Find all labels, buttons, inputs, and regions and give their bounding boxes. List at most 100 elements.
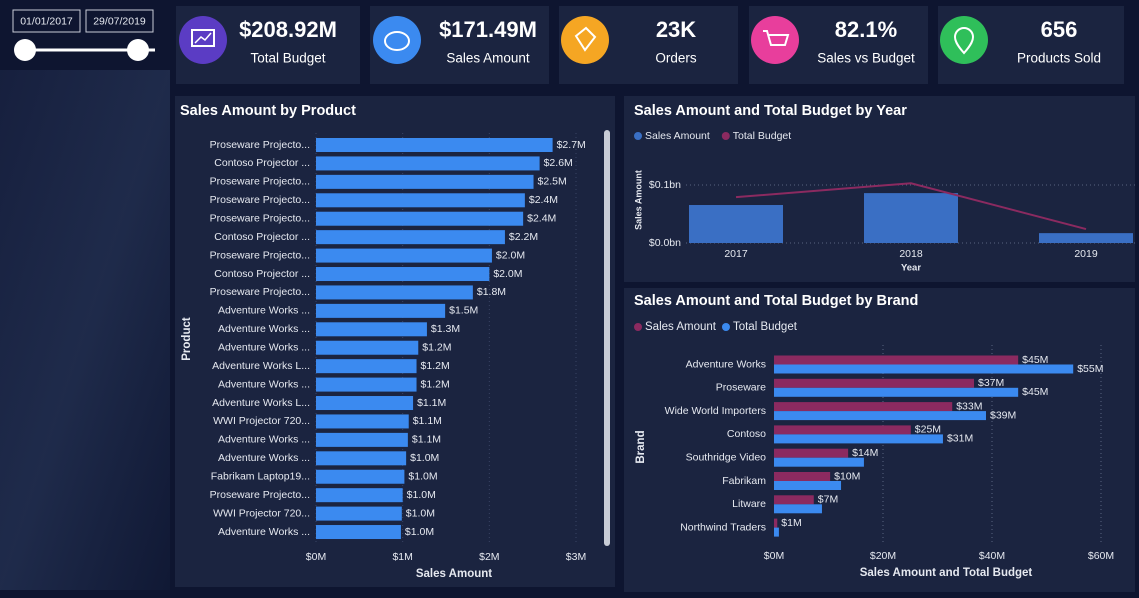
y-tick-label: Wide World Importers (665, 405, 766, 417)
bar (316, 340, 419, 355)
bar (774, 518, 778, 528)
data-label: $14M (852, 447, 878, 459)
bar (316, 285, 473, 300)
data-label: $39M (990, 409, 1016, 421)
data-label: $2.6M (544, 157, 573, 169)
bar (774, 378, 975, 388)
bar (774, 425, 911, 435)
y-tick-label: Adventure Works L... (212, 360, 310, 372)
data-label: $1.0M (410, 452, 439, 464)
bar (316, 322, 427, 337)
y-tick-label: Adventure Works ... (218, 526, 310, 538)
data-label: $1.0M (405, 526, 434, 538)
y-axis-title: Brand (635, 430, 647, 463)
bar (774, 402, 953, 412)
bar (774, 355, 1019, 365)
legend-marker (721, 132, 730, 140)
data-label: $2.5M (538, 176, 567, 188)
y-tick-label: Proseware Projecto... (210, 286, 310, 298)
legend-label: Sales Amount (645, 130, 710, 142)
y-tick-label: Adventure Works ... (218, 342, 310, 354)
x-tick-label: $40M (979, 550, 1005, 562)
y-tick-label: Contoso Projector ... (214, 231, 310, 243)
x-tick-label: $0M (764, 550, 784, 562)
bar (864, 193, 958, 243)
x-tick-label: $20M (870, 550, 896, 562)
y-tick-label: Proseware (716, 382, 766, 394)
chart-title: Sales Amount by Product (180, 103, 356, 119)
bar (316, 303, 446, 318)
legend-marker (721, 323, 730, 331)
scrollbar[interactable] (604, 130, 610, 546)
kpi-label: Orders (655, 51, 697, 66)
kpi-label: Products Sold (1017, 51, 1101, 66)
x-axis-title: Year (901, 263, 921, 274)
bar (316, 156, 540, 171)
data-label: $45M (1022, 354, 1048, 366)
y-axis-title: Sales Amount (633, 170, 643, 230)
bar (316, 267, 490, 282)
bar (774, 434, 943, 444)
y-tick-label: Proseware Projecto... (210, 176, 310, 188)
y-tick-label: Contoso Projector ... (214, 157, 310, 169)
chart-panel (624, 96, 1135, 282)
bar (774, 387, 1019, 397)
y-tick-label: Contoso Projector ... (214, 268, 310, 280)
data-label: $25M (915, 424, 941, 436)
kpi-value: 23K (656, 17, 696, 42)
data-label: $2.7M (557, 139, 586, 151)
kpi-label: Sales Amount (446, 51, 530, 66)
end-date: 29/07/2019 (93, 15, 146, 27)
kpi-label: Total Budget (250, 51, 325, 66)
data-label: $1.1M (412, 434, 441, 446)
bar (316, 414, 409, 429)
kpi-icon (561, 16, 609, 64)
date-box[interactable] (12, 9, 81, 33)
y-tick-label: Contoso (727, 428, 766, 440)
bar (316, 377, 417, 392)
kpi-value: $208.92M (239, 17, 337, 42)
y-tick-label: WWI Projector 720... (213, 507, 310, 519)
bar (316, 432, 408, 447)
y-tick-label: $0.0bn (649, 237, 681, 249)
bar (316, 230, 505, 245)
chart-1: Sales Amount and Total Budget by Year Sal… (633, 103, 1135, 274)
chart-title: Sales Amount and Total Budget by Brand (634, 293, 918, 309)
slider-handle[interactable] (127, 39, 149, 61)
bar (316, 138, 553, 152)
y-tick-label: Adventure Works ... (218, 323, 310, 335)
data-label: $1.2M (421, 378, 450, 390)
bar (316, 193, 525, 208)
bar (316, 396, 414, 411)
kpi-texts: $208.92M Total Budget $171.49M Sales Amount… (239, 17, 1101, 66)
y-tick-label: Northwind Traders (680, 521, 766, 533)
bar (316, 211, 524, 226)
y-tick-label: Adventure Works L... (212, 397, 310, 409)
date-box[interactable] (85, 9, 154, 33)
chart-2: Sales Amount and Total Budget by Brand Sa… (634, 293, 1114, 579)
data-label: $7M (818, 494, 838, 506)
slider-handle[interactable] (14, 39, 36, 61)
x-tick-label: $2M (479, 551, 499, 563)
y-tick-label: Proseware Projecto... (210, 194, 310, 206)
data-label: $1.2M (422, 342, 451, 354)
data-label: $1.0M (408, 471, 437, 483)
kpi-icon-glyph (194, 32, 212, 44)
kpi-value: 82.1% (835, 17, 897, 42)
kpi-icon (179, 16, 227, 64)
data-label: $1.5M (449, 305, 478, 317)
kpi-label: Sales vs Budget (817, 51, 915, 66)
kpi-value: $171.49M (439, 17, 537, 42)
y-tick-label: Adventure Works ... (218, 452, 310, 464)
data-label: $1.0M (406, 507, 435, 519)
data-label: $45M (1022, 386, 1048, 398)
x-tick-label: 2018 (899, 248, 923, 260)
bar (689, 205, 783, 243)
bar (774, 504, 822, 514)
side-decoration (0, 70, 170, 590)
kpi-icon (373, 16, 421, 64)
x-tick-label: $1M (392, 551, 412, 563)
data-label: $2.4M (527, 213, 556, 225)
y-tick-label: Adventure Works ... (218, 378, 310, 390)
y-tick-label: Adventure Works ... (218, 305, 310, 317)
